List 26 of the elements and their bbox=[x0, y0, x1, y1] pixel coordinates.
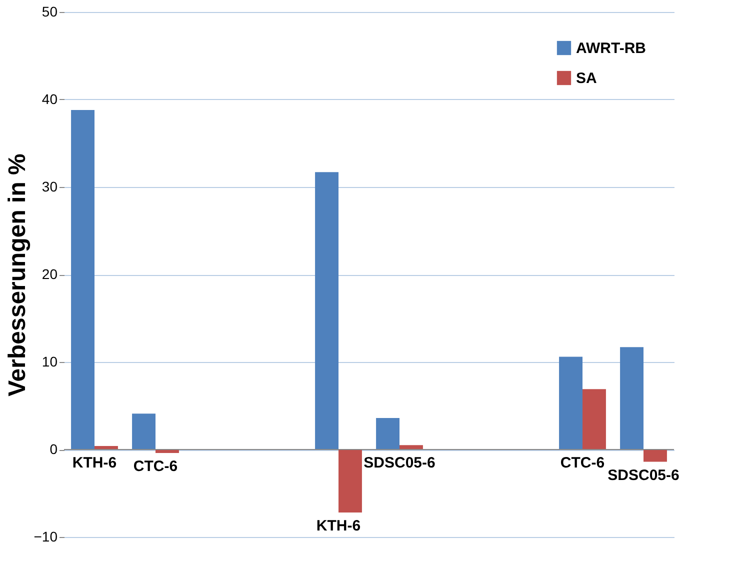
bar bbox=[620, 347, 644, 450]
y-tick-label: 10 bbox=[42, 354, 58, 370]
y-tick-label: 50 bbox=[42, 4, 58, 20]
x-tick-label: KTH-6 bbox=[316, 518, 361, 534]
y-tick-label: −10 bbox=[34, 528, 58, 544]
bar bbox=[582, 389, 606, 450]
bar bbox=[376, 418, 400, 450]
y-axis-title: Verbesserungen in % bbox=[4, 154, 31, 396]
bar bbox=[71, 110, 94, 450]
y-tick-label: 40 bbox=[42, 91, 58, 107]
x-tick-label: CTC-6 bbox=[133, 458, 178, 475]
x-tick-label: SDSC05-6 bbox=[608, 466, 680, 484]
bar bbox=[132, 414, 156, 450]
bar bbox=[315, 172, 338, 450]
x-tick-label: KTH-6 bbox=[72, 454, 117, 472]
bar bbox=[644, 450, 667, 462]
y-tick-label: 0 bbox=[50, 441, 58, 457]
x-tick-label: CTC-6 bbox=[560, 454, 605, 472]
legend-label: AWRT-RB bbox=[576, 40, 646, 57]
bar bbox=[559, 356, 582, 450]
y-tick-label: 20 bbox=[42, 266, 58, 282]
legend-label: SA bbox=[576, 70, 598, 87]
x-tick-label: SDSC05-6 bbox=[364, 454, 436, 472]
bar bbox=[338, 450, 362, 512]
y-tick-label: 30 bbox=[42, 178, 58, 194]
bar bbox=[400, 445, 423, 450]
